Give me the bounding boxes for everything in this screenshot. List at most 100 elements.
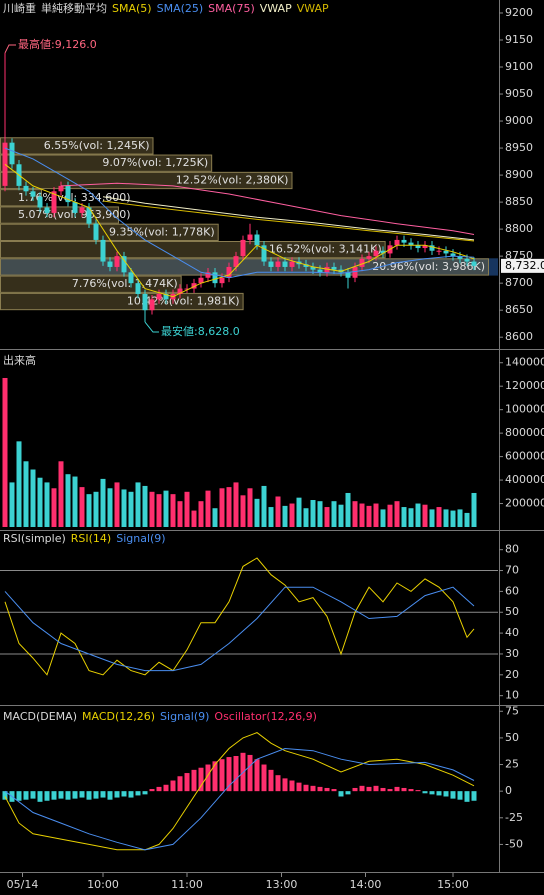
- volume-bar: [219, 488, 225, 527]
- volume-bar: [359, 503, 365, 527]
- candle-body: [65, 185, 71, 203]
- series-line: [4, 586, 475, 672]
- candle-body: [275, 261, 281, 267]
- y-tick-label: 50: [505, 731, 519, 744]
- oscillator-bar: [359, 785, 365, 792]
- candle-body: [219, 277, 225, 284]
- volume-bar: [366, 505, 372, 527]
- volume-bar: [408, 508, 414, 527]
- candle-body: [205, 272, 211, 278]
- oscillator-bar: [163, 784, 169, 792]
- volume-profile-bar: [0, 137, 154, 155]
- volume-bar: [275, 496, 281, 527]
- candle-body: [254, 234, 260, 246]
- legend-entry: VWAP: [260, 2, 292, 15]
- legend-entry: SMA(25): [157, 2, 204, 15]
- oscillator-bar: [275, 775, 281, 792]
- y-tick-label: 8850: [505, 195, 533, 208]
- high-marker: [4, 44, 16, 54]
- volume-bar: [422, 504, 428, 527]
- volume-bar: [142, 485, 148, 527]
- oscillator-bar: [408, 789, 414, 792]
- oscillator-bar: [212, 761, 218, 792]
- oscillator-bar: [464, 791, 470, 802]
- legend-entry: 出来高: [3, 353, 36, 367]
- candle-body: [380, 250, 386, 254]
- legend-entry: RSI(simple): [3, 532, 66, 545]
- x-tick-label: 15:00: [437, 878, 469, 891]
- y-tick-label: 600000: [505, 450, 544, 463]
- candle-body: [100, 239, 106, 262]
- volume-bar: [2, 377, 8, 527]
- y-tick-label: 1000000: [505, 403, 544, 416]
- series-line: [4, 747, 475, 851]
- y-tick-label: 75: [505, 704, 519, 717]
- volume-profile-bar: [0, 241, 386, 259]
- candle-body: [86, 207, 92, 224]
- oscillator-bar: [436, 791, 442, 796]
- oscillator-bar: [205, 764, 211, 792]
- volume-bar: [86, 494, 92, 527]
- candle-body: [142, 293, 148, 311]
- volume-bar: [93, 491, 99, 527]
- candle-body: [464, 258, 470, 262]
- volume-bar: [261, 485, 267, 527]
- candle-body: [23, 185, 29, 192]
- x-tick-label: 11:00: [171, 878, 203, 891]
- volume-bar: [198, 501, 204, 527]
- y-tick-label: 8900: [505, 168, 533, 181]
- high-label: 最高値:9,126.0: [18, 37, 97, 51]
- oscillator-bar: [65, 791, 71, 800]
- y-tick-label: 400000: [505, 473, 544, 486]
- oscillator-bar: [401, 787, 407, 792]
- low-label: 最安値:8,628.0: [161, 324, 240, 338]
- volume-profile-label: 12.52%(vol: 2,380K): [176, 173, 289, 186]
- y-tick-label: 30: [505, 647, 519, 660]
- candle-body: [2, 142, 8, 186]
- candle-body: [394, 239, 400, 246]
- y-tick-label: 8650: [505, 303, 533, 316]
- legend-entry: Oscillator(12,26,9): [214, 710, 316, 723]
- series-line: [60, 182, 475, 235]
- last-price-box: [501, 258, 544, 273]
- oscillator-bar: [72, 791, 78, 799]
- volume-profile-label: 9.35%(vol: 1,778K): [109, 225, 215, 238]
- volume-bar: [149, 491, 155, 527]
- volume-bar: [254, 498, 260, 527]
- volume-bar: [450, 510, 456, 527]
- y-tick-label: 80: [505, 543, 519, 556]
- oscillator-bar: [219, 759, 225, 792]
- volume-bar: [415, 503, 421, 527]
- y-tick-label: -50: [505, 837, 523, 850]
- oscillator-bar: [429, 791, 435, 795]
- volume-bar: [72, 476, 78, 527]
- volume-bar: [436, 507, 442, 527]
- oscillator-bar: [107, 791, 113, 800]
- volume-bar: [170, 494, 176, 527]
- y-tick-label: 9100: [505, 60, 533, 73]
- legend-entry: 単純移動平均: [41, 1, 107, 15]
- candle-body: [156, 293, 162, 300]
- oscillator-bar: [394, 786, 400, 792]
- legend-entry: VWAP: [297, 2, 329, 15]
- oscillator-bar: [317, 786, 323, 792]
- oscillator-bar: [352, 787, 358, 792]
- y-tick-label: 70: [505, 564, 519, 577]
- candle-body: [72, 202, 78, 213]
- volume-profile-label: 9.07%(vol: 1,725K): [102, 156, 208, 169]
- volume-bar: [114, 482, 120, 527]
- volume-bar: [338, 504, 344, 527]
- candle-body: [149, 299, 155, 311]
- oscillator-bar: [170, 780, 176, 792]
- volume-bar: [44, 482, 50, 527]
- volume-bar: [387, 504, 393, 527]
- volume-profile-bar: [0, 154, 213, 172]
- oscillator-bar: [191, 769, 197, 792]
- volume-bar: [226, 487, 232, 527]
- oscillator-bar: [156, 786, 162, 792]
- volume-profile-label: 1.76%(vol: 334,600): [18, 191, 131, 204]
- oscillator-bar: [30, 791, 36, 799]
- y-tick-label: 50: [505, 605, 519, 618]
